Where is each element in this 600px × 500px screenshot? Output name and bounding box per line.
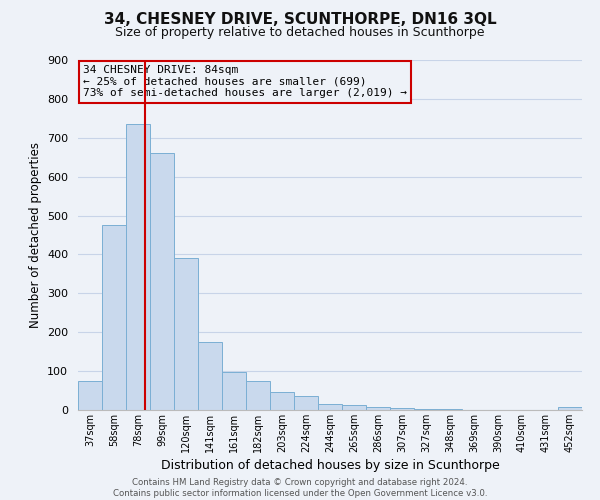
Bar	[414, 409, 438, 410]
Bar	[150, 154, 174, 410]
Bar	[318, 404, 342, 410]
Bar	[270, 392, 294, 410]
Bar	[438, 409, 462, 410]
X-axis label: Distribution of detached houses by size in Scunthorpe: Distribution of detached houses by size …	[161, 459, 499, 472]
Bar	[222, 372, 246, 410]
Bar	[198, 342, 222, 410]
Bar	[366, 406, 390, 410]
Bar	[102, 226, 126, 410]
Bar	[390, 408, 414, 410]
Text: Size of property relative to detached houses in Scunthorpe: Size of property relative to detached ho…	[115, 26, 485, 39]
Bar	[126, 124, 150, 410]
Bar	[294, 396, 318, 410]
Text: 34 CHESNEY DRIVE: 84sqm
← 25% of detached houses are smaller (699)
73% of semi-d: 34 CHESNEY DRIVE: 84sqm ← 25% of detache…	[83, 65, 407, 98]
Y-axis label: Number of detached properties: Number of detached properties	[29, 142, 41, 328]
Bar	[78, 381, 102, 410]
Bar	[174, 258, 198, 410]
Bar	[558, 407, 582, 410]
Text: Contains HM Land Registry data © Crown copyright and database right 2024.
Contai: Contains HM Land Registry data © Crown c…	[113, 478, 487, 498]
Bar	[246, 381, 270, 410]
Text: 34, CHESNEY DRIVE, SCUNTHORPE, DN16 3QL: 34, CHESNEY DRIVE, SCUNTHORPE, DN16 3QL	[104, 12, 496, 28]
Bar	[342, 405, 366, 410]
